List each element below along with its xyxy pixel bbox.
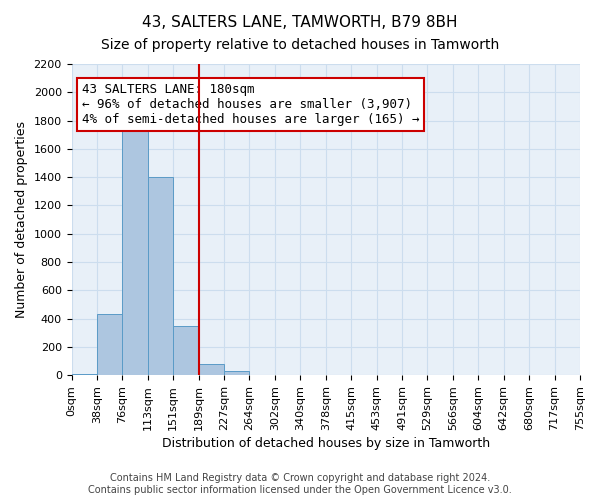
- Text: 43 SALTERS LANE: 180sqm
← 96% of detached houses are smaller (3,907)
4% of semi-: 43 SALTERS LANE: 180sqm ← 96% of detache…: [82, 82, 419, 126]
- Bar: [122, 120, 148, 375]
- Bar: [71, 374, 97, 375]
- Text: 43, SALTERS LANE, TAMWORTH, B79 8BH: 43, SALTERS LANE, TAMWORTH, B79 8BH: [142, 15, 458, 30]
- X-axis label: Distribution of detached houses by size in Tamworth: Distribution of detached houses by size …: [162, 437, 490, 450]
- Bar: [250, 374, 275, 375]
- Text: Size of property relative to detached houses in Tamworth: Size of property relative to detached ho…: [101, 38, 499, 52]
- Bar: [173, 326, 199, 375]
- Bar: [148, 177, 173, 375]
- Text: Contains HM Land Registry data © Crown copyright and database right 2024.
Contai: Contains HM Land Registry data © Crown c…: [88, 474, 512, 495]
- Bar: [97, 314, 122, 375]
- Y-axis label: Number of detached properties: Number of detached properties: [15, 121, 28, 318]
- Bar: [199, 364, 224, 375]
- Bar: [224, 371, 250, 375]
